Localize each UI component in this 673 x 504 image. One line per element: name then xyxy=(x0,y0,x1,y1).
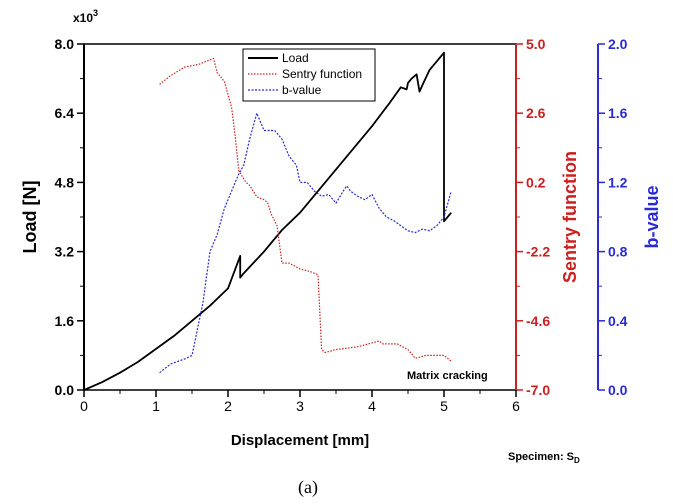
series-layer xyxy=(83,51,452,391)
legend: Load Sentry function b-value xyxy=(242,48,376,102)
left-tick-label: 3.2 xyxy=(55,244,75,260)
x-axis-label: Displacement [mm] xyxy=(231,432,369,449)
sentry-axis-ticks: -7.0 -4.6 -2.2 0.2 2.6 5.0 xyxy=(516,36,550,398)
right2-tick-label: 0.4 xyxy=(608,313,628,329)
x-tick-label: 5 xyxy=(440,398,448,414)
x-tick-label: 0 xyxy=(80,398,88,414)
x-tick-label: 2 xyxy=(224,398,232,414)
right1-tick-label: 0.2 xyxy=(526,174,546,190)
x-tick-label: 6 xyxy=(512,398,520,414)
matrix-cracking-annotation: Matrix cracking xyxy=(407,370,488,382)
x-axis: 0 1 2 3 4 5 6 Displacement [mm] xyxy=(80,390,520,449)
right2-tick-label: 1.6 xyxy=(608,105,628,121)
figure-caption: (a) xyxy=(298,477,318,498)
left-tick-label: 6.4 xyxy=(55,105,75,121)
left-tick-label: 4.8 xyxy=(55,174,75,190)
left-axis-multiplier-exponent: 3 xyxy=(93,8,98,18)
sentry-axis-label: Sentry function xyxy=(560,151,580,283)
legend-label-sentry: Sentry function xyxy=(282,67,362,81)
legend-label-bvalue: b-value xyxy=(282,83,322,97)
left-axis-ticks: 0.0 1.6 3.2 4.8 6.4 8.0 xyxy=(55,36,84,398)
x-axis-ticks: 0 1 2 3 4 5 6 xyxy=(80,390,520,414)
x-tick-label: 4 xyxy=(368,398,376,414)
right2-tick-label: 0.8 xyxy=(608,244,628,260)
left-tick-label: 0.0 xyxy=(55,382,75,398)
right2-tick-label: 2.0 xyxy=(608,36,628,52)
right2-tick-label: 1.2 xyxy=(608,174,628,190)
right1-tick-label: -2.2 xyxy=(526,244,550,260)
series-line-b-value xyxy=(159,112,452,374)
right1-tick-label: -7.0 xyxy=(526,382,550,398)
x-tick-label: 3 xyxy=(296,398,304,414)
specimen-annotation: Specimen: SD xyxy=(508,451,580,465)
bvalue-axis-ticks: 0.0 0.4 0.8 1.2 1.6 2.0 xyxy=(598,36,628,398)
bvalue-axis: 0.0 0.4 0.8 1.2 1.6 2.0 b-value xyxy=(597,36,662,398)
left-tick-label: 8.0 xyxy=(55,36,75,52)
series-line-load xyxy=(83,51,452,391)
series-line-sentry-function xyxy=(159,57,452,362)
left-tick-label: 1.6 xyxy=(55,313,75,329)
right1-tick-label: 2.6 xyxy=(526,105,546,121)
left-axis-multiplier: x103 xyxy=(73,8,98,25)
right1-tick-label: 5.0 xyxy=(526,36,546,52)
sentry-axis: -7.0 -4.6 -2.2 0.2 2.6 5.0 Sentry function xyxy=(515,36,580,398)
specimen-subscript: D xyxy=(574,456,580,465)
left-axis: 0.0 1.6 3.2 4.8 6.4 8.0 x103 Load [N] xyxy=(20,8,98,398)
right1-tick-label: -4.6 xyxy=(526,313,550,329)
bvalue-axis-label: b-value xyxy=(642,185,662,248)
right2-tick-label: 0.0 xyxy=(608,382,628,398)
legend-label-load: Load xyxy=(282,51,309,65)
left-axis-label: Load [N] xyxy=(20,181,40,254)
x-tick-label: 1 xyxy=(152,398,160,414)
